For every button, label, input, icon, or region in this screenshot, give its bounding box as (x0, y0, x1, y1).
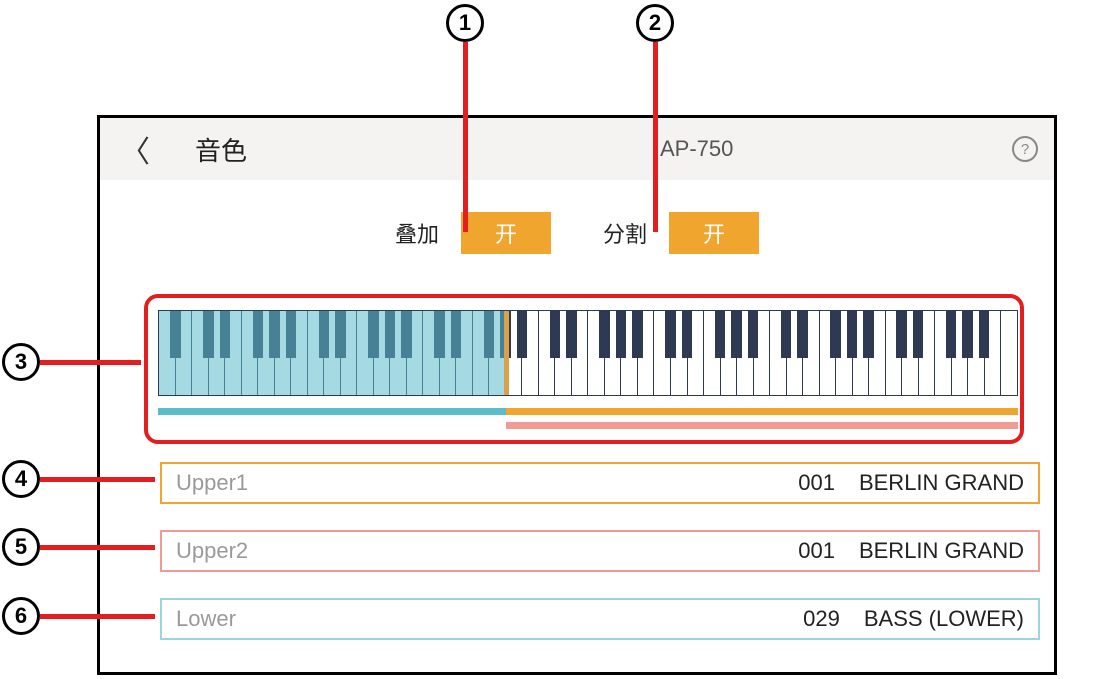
split-label: 分割 (603, 217, 647, 249)
tone-number: 029 (803, 606, 840, 632)
layer-toggle-group: 叠加 开 (395, 212, 551, 254)
tone-number: 001 (798, 538, 835, 564)
range-bar-upper2 (506, 422, 1018, 429)
callout-line-2 (653, 42, 658, 232)
header-bar: 〈 音色 AP-750 ? (100, 118, 1054, 180)
tone-row-upper2[interactable]: Upper2 001 BERLIN GRAND (160, 530, 1040, 572)
tone-number: 001 (798, 470, 835, 496)
tone-name: BERLIN GRAND (859, 470, 1024, 496)
tone-row-upper1[interactable]: Upper1 001 BERLIN GRAND (160, 462, 1040, 504)
tone-name: BERLIN GRAND (859, 538, 1024, 564)
callout-badge-1: 1 (446, 4, 484, 42)
tone-part-label: Lower (176, 606, 236, 632)
range-bar-lower (158, 408, 506, 415)
device-name: AP-750 (660, 136, 733, 162)
range-bar-upper1 (506, 408, 1018, 415)
toggle-row: 叠加 开 分割 开 (100, 212, 1054, 254)
split-toggle-button[interactable]: 开 (669, 212, 759, 254)
callout-line-1 (463, 42, 468, 232)
callout-badge-6: 6 (2, 597, 40, 635)
callout-line-4 (40, 477, 155, 482)
back-button[interactable]: 〈 (120, 127, 150, 171)
layer-toggle-button[interactable]: 开 (461, 212, 551, 254)
tone-name: BASS (LOWER) (864, 606, 1024, 632)
callout-badge-4: 4 (2, 460, 40, 498)
page-title: 音色 (195, 131, 247, 168)
keyboard-visualization[interactable] (158, 310, 1018, 396)
help-icon[interactable]: ? (1012, 136, 1038, 162)
callout-badge-3: 3 (2, 343, 40, 381)
layer-label: 叠加 (395, 217, 439, 249)
callout-line-5 (40, 545, 155, 550)
split-toggle-group: 分割 开 (603, 212, 759, 254)
callout-line-3 (40, 360, 141, 365)
callout-badge-5: 5 (2, 528, 40, 566)
tone-part-label: Upper1 (176, 470, 248, 496)
callout-line-6 (40, 614, 155, 619)
split-marker[interactable] (504, 311, 509, 395)
callout-badge-2: 2 (636, 4, 674, 42)
tone-row-lower[interactable]: Lower 029 BASS (LOWER) (160, 598, 1040, 640)
app-window: 〈 音色 AP-750 ? 叠加 开 分割 开 Upper1 00 (97, 115, 1057, 675)
keyboard-area (144, 294, 1024, 444)
split-overlay (159, 311, 506, 395)
tone-part-label: Upper2 (176, 538, 248, 564)
